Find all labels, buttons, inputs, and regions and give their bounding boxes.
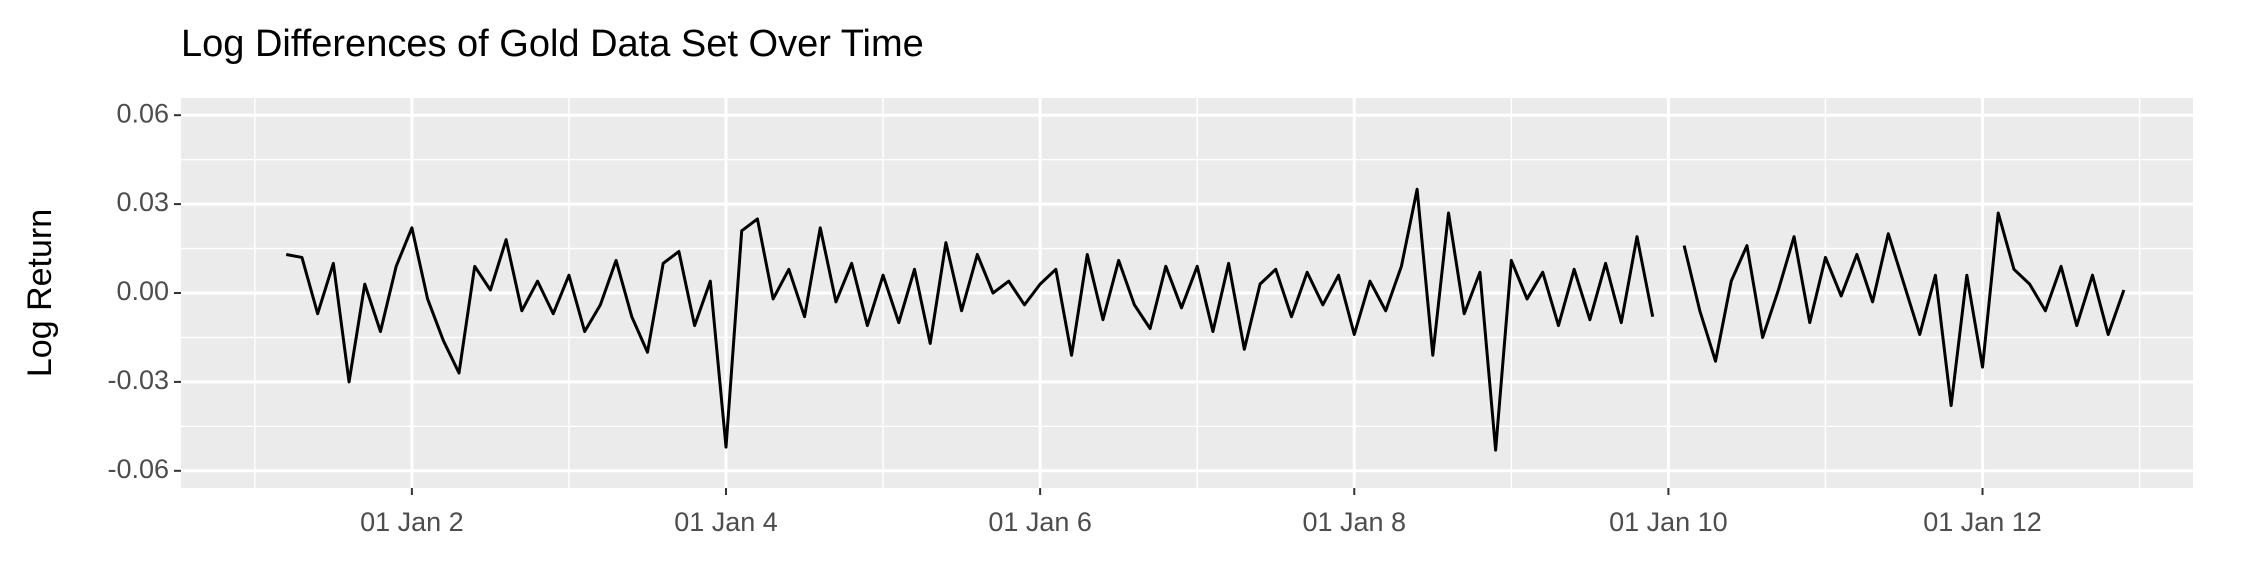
y-tick-label: 0.03 — [116, 187, 169, 217]
y-axis-label: Log Return — [21, 209, 59, 377]
chart-title: Log Differences of Gold Data Set Over Ti… — [181, 23, 924, 65]
y-tick-label: -0.03 — [107, 365, 169, 395]
data-line — [285, 187, 2126, 452]
x-tick-label: 01 Jan 2 — [360, 507, 464, 537]
x-tick-label: 01 Jan 4 — [674, 507, 778, 537]
y-tick-label: 0.06 — [116, 98, 169, 128]
y-tick-label: 0.00 — [116, 276, 169, 306]
x-tick-label: 01 Jan 8 — [1302, 507, 1406, 537]
y-tick-label: -0.06 — [107, 454, 169, 484]
x-tick-label: 01 Jan 12 — [1923, 507, 2042, 537]
x-tick-label: 01 Jan 10 — [1609, 507, 1728, 537]
x-tick-label: 01 Jan 6 — [988, 507, 1092, 537]
